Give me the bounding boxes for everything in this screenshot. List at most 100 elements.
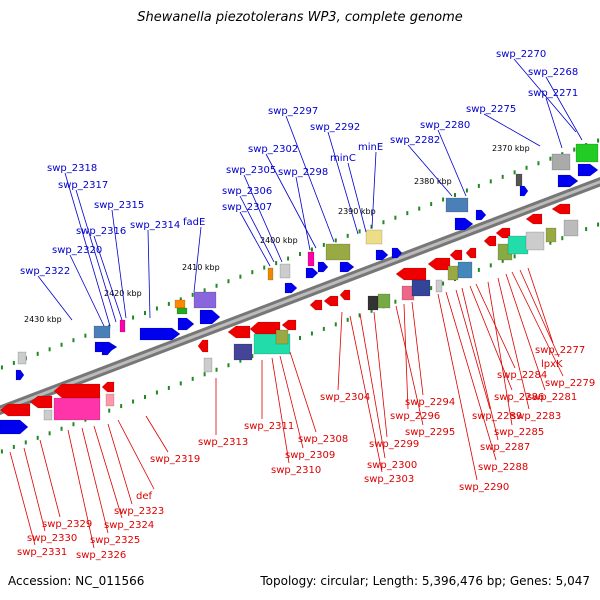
label-leader xyxy=(487,281,513,426)
tick-mark xyxy=(585,227,588,232)
label-leader xyxy=(349,315,383,473)
reverse-gene-label: swp_2324 xyxy=(104,520,154,531)
reverse-gene xyxy=(457,261,473,279)
forward-gene-label: swp_2318 xyxy=(47,163,97,174)
reverse-gene xyxy=(483,235,497,247)
forward-gene xyxy=(307,251,315,267)
reverse-gene-label: swp_2283 xyxy=(511,411,561,422)
forward-gene xyxy=(177,317,195,331)
tick-mark xyxy=(489,179,492,184)
reverse-gene-label: swp_2290 xyxy=(459,482,509,493)
label-leader xyxy=(279,355,304,449)
label-leader xyxy=(67,429,95,549)
label-leader xyxy=(111,209,127,319)
kbp-label: 2390 kbp xyxy=(338,207,376,216)
label-leader xyxy=(75,189,117,323)
tick-mark xyxy=(36,351,39,356)
forward-gene xyxy=(17,351,27,365)
label-leader xyxy=(545,76,583,141)
reverse-gene xyxy=(233,343,253,361)
reverse-gene xyxy=(29,395,53,409)
tick-mark xyxy=(60,426,63,431)
label-leader xyxy=(461,287,499,441)
forward-gene-label: swp_2270 xyxy=(496,49,546,60)
accession-label: Accession: NC_011566 xyxy=(8,574,145,588)
tick-mark xyxy=(358,229,361,234)
reverse-gene xyxy=(395,267,427,281)
tick-mark xyxy=(155,390,158,395)
label-leader xyxy=(347,162,367,233)
tick-mark xyxy=(334,322,337,327)
label-leader xyxy=(359,313,386,459)
reverse-gene xyxy=(53,383,101,399)
tick-mark xyxy=(144,395,146,399)
tick-mark xyxy=(561,236,564,241)
gene-labels: swp_2270 swp_2268 swp_2271 swp_2275 swp_2280… xyxy=(17,49,595,561)
forward-gene xyxy=(176,307,188,315)
forward-gene xyxy=(193,291,217,309)
tick-mark xyxy=(227,363,230,368)
label-leader xyxy=(285,115,335,243)
forward-gene xyxy=(93,325,111,339)
tick-mark xyxy=(72,422,75,427)
reverse-gene-label: swp_2323 xyxy=(114,506,164,517)
reverse-gene xyxy=(449,249,463,261)
forward-gene xyxy=(199,309,221,325)
reverse-gene xyxy=(367,295,379,311)
tick-mark xyxy=(358,313,361,318)
tick-mark xyxy=(227,279,230,284)
tick-mark xyxy=(120,404,123,409)
reverse-gene-label: swp_2311 xyxy=(244,421,294,432)
tick-mark xyxy=(597,138,600,143)
tick-mark xyxy=(48,347,51,352)
tick-mark xyxy=(549,240,552,245)
reverse-gene xyxy=(281,319,297,331)
tick-mark xyxy=(346,317,349,322)
forward-gene-label: swp_2320 xyxy=(52,245,102,256)
label-leader xyxy=(69,254,105,327)
label-leader xyxy=(337,311,343,391)
tick-mark xyxy=(346,233,349,238)
reverse-gene xyxy=(101,381,115,393)
forward-gene xyxy=(391,247,403,259)
tick-mark xyxy=(287,256,290,261)
label-leader xyxy=(37,275,73,321)
backbone xyxy=(0,176,600,416)
forward-gene-label: swp_2307 xyxy=(222,202,272,213)
forward-gene xyxy=(119,319,126,333)
tick-mark xyxy=(108,408,111,413)
reverse-gene xyxy=(197,339,209,353)
label-leader xyxy=(193,226,202,293)
tick-mark xyxy=(215,367,218,372)
label-leader xyxy=(107,423,133,505)
reverse-gene xyxy=(447,265,459,281)
tick-mark xyxy=(203,288,206,293)
tick-mark xyxy=(239,274,242,279)
kbp-label: 2400 kbp xyxy=(260,236,298,245)
reverse-gene-label: swp_2288 xyxy=(478,462,528,473)
tick-mark xyxy=(144,311,146,315)
reverse-gene-label: swp_2309 xyxy=(285,450,335,461)
label-leader xyxy=(271,357,290,464)
label-leader xyxy=(527,267,554,344)
reverse-gene xyxy=(465,247,477,259)
label-leader xyxy=(483,113,541,147)
forward-gene xyxy=(557,174,579,188)
reverse-gene-label: swp_2286 xyxy=(494,392,544,403)
forward-gene xyxy=(365,229,383,245)
label-leader xyxy=(327,131,359,235)
label-leader xyxy=(81,427,109,534)
tick-mark xyxy=(454,193,456,197)
tick-mark xyxy=(322,326,325,331)
label-leader xyxy=(519,269,560,358)
forward-gene-label: swp_2280 xyxy=(420,120,470,131)
reverse-gene-label: swp_2303 xyxy=(364,474,414,485)
tick-mark xyxy=(12,360,15,365)
tick-mark xyxy=(442,281,445,286)
tick-mark xyxy=(334,238,337,243)
reverse-gene xyxy=(525,213,543,225)
forward-gene-label: fadE xyxy=(183,217,205,228)
label-leader xyxy=(497,277,530,410)
reverse-gene-label: swp_2325 xyxy=(90,535,140,546)
